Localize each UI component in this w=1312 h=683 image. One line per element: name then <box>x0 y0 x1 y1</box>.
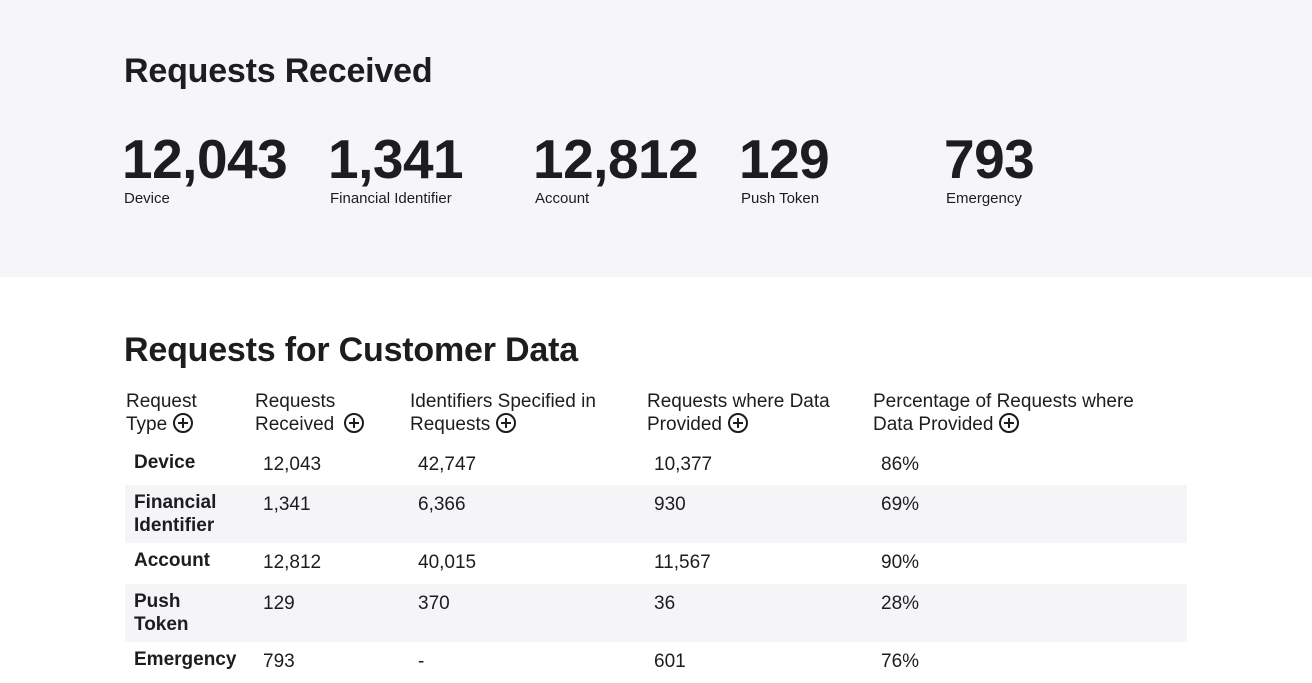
cell-percentage: 90% <box>881 552 920 573</box>
table-header: Request Type Requests Received Identifie… <box>125 390 1187 445</box>
cell-identifiers: 6,366 <box>418 494 466 515</box>
cell-request-type: Push Token <box>134 591 189 635</box>
stat-label: Emergency <box>946 190 1022 207</box>
expand-plus-icon[interactable] <box>999 413 1020 433</box>
stat-value: 129 <box>739 128 830 190</box>
requests-received-title: Requests Received <box>124 52 433 90</box>
header-line: Requests <box>410 413 596 436</box>
cell-request-type: Emergency <box>134 649 237 670</box>
table-row: Account 12,812 40,015 11,567 90% <box>125 543 1187 584</box>
cell-data-provided: 601 <box>654 651 686 672</box>
header-line: Request <box>126 391 197 412</box>
expand-plus-icon[interactable] <box>728 413 748 433</box>
stat-value: 12,812 <box>533 128 699 190</box>
cell-percentage: 76% <box>881 651 920 672</box>
stat-label: Financial Identifier <box>330 190 452 207</box>
cell-percentage: 69% <box>881 494 920 515</box>
header-requests-data-provided: Requests where Data Provided <box>647 390 830 436</box>
stat-financial-identifier: 1,341 Financial Identifier <box>328 126 464 208</box>
cell-identifiers: 42,747 <box>418 454 477 475</box>
stat-label: Device <box>124 190 170 207</box>
cell-requests-received: 129 <box>263 593 295 614</box>
stat-push-token: 129 Push Token <box>739 126 830 208</box>
header-percentage-data-provided: Percentage of Requests where Data Provid… <box>873 390 1134 436</box>
customer-data-table: Request Type Requests Received Identifie… <box>125 390 1187 682</box>
header-line: Data Provided <box>873 413 1134 436</box>
stat-label: Account <box>535 190 590 207</box>
expand-plus-icon[interactable] <box>173 413 194 433</box>
cell-requests-received: 1,341 <box>263 494 311 515</box>
cell-request-type: Financial Identifier <box>134 492 217 536</box>
header-identifiers-specified: Identifiers Specified in Requests <box>410 390 596 436</box>
table-row: Device 12,043 42,747 10,377 86% <box>125 445 1187 485</box>
stat-emergency: 793 Emergency <box>944 126 1035 208</box>
cell-data-provided: 36 <box>654 593 676 614</box>
stat-value: 12,043 <box>122 128 288 190</box>
stat-label: Push Token <box>741 190 820 207</box>
stat-value: 1,341 <box>328 128 464 190</box>
stat-device: 12,043 Device <box>122 126 288 208</box>
cell-data-provided: 930 <box>654 494 686 515</box>
stat-value: 793 <box>944 128 1035 190</box>
table-row: Push Token 129 370 36 28% <box>125 584 1187 642</box>
header-line: Type <box>126 413 197 436</box>
cell-requests-received: 12,043 <box>263 454 322 475</box>
cell-identifiers: 40,015 <box>418 552 477 573</box>
cell-identifiers: - <box>418 651 425 672</box>
table-row: Financial Identifier 1,341 6,366 930 69% <box>125 485 1187 543</box>
header-line: Identifiers Specified in <box>410 391 596 412</box>
requests-received-panel: Requests Received 12,043 Device 1,341 Fi… <box>0 0 1312 277</box>
cell-requests-received: 12,812 <box>263 552 322 573</box>
header-line: Requests where Data <box>647 391 830 412</box>
header-line: Provided <box>647 413 830 436</box>
cell-identifiers: 370 <box>418 593 450 614</box>
header-line: Received <box>255 413 365 436</box>
header-request-type: Request Type <box>126 390 197 436</box>
stat-account: 12,812 Account <box>533 126 699 208</box>
cell-percentage: 28% <box>881 593 920 614</box>
cell-request-type: Device <box>134 452 196 473</box>
cell-data-provided: 10,377 <box>654 454 713 475</box>
header-line: Requests <box>255 391 336 412</box>
cell-requests-received: 793 <box>263 651 295 672</box>
header-line: Percentage of Requests where <box>873 391 1134 412</box>
cell-percentage: 86% <box>881 454 920 475</box>
expand-plus-icon[interactable] <box>344 413 365 433</box>
cell-data-provided: 11,567 <box>654 552 711 573</box>
header-requests-received: Requests Received <box>255 390 365 436</box>
customer-data-title: Requests for Customer Data <box>124 331 578 369</box>
table-row: Emergency 793 - 601 76% <box>125 642 1187 682</box>
cell-request-type: Account <box>134 550 210 571</box>
expand-plus-icon[interactable] <box>496 413 517 433</box>
